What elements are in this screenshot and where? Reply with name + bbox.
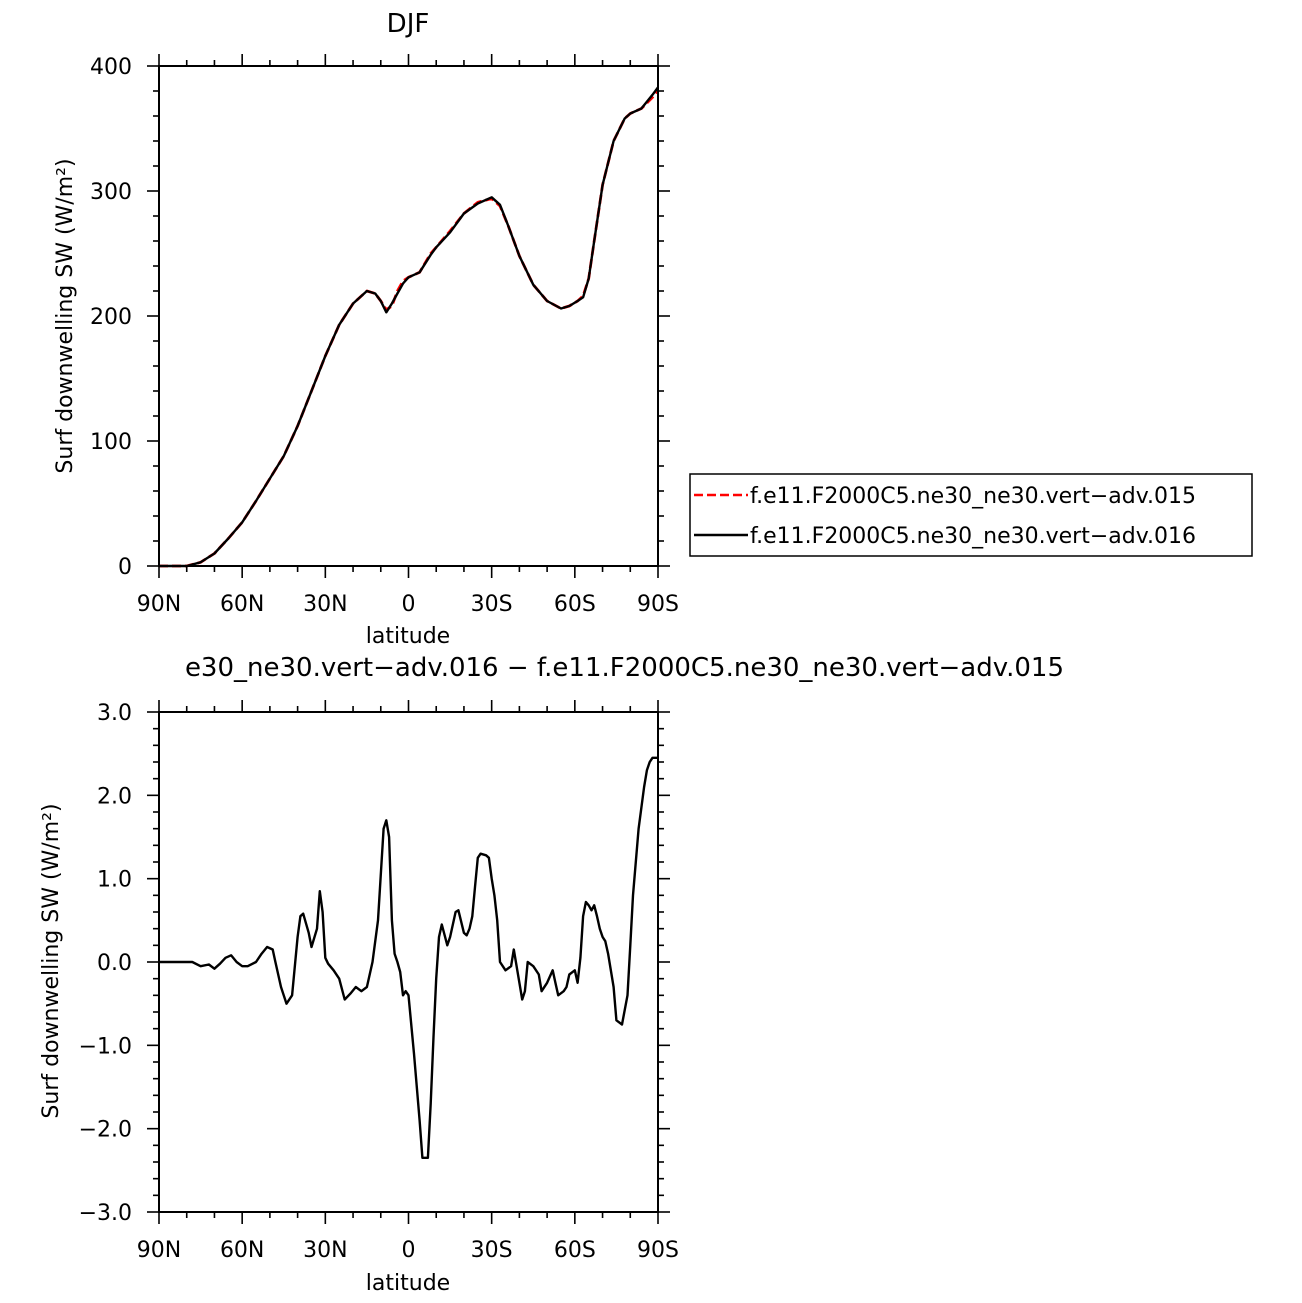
top-chart-title: DJF <box>387 9 430 39</box>
bottom-x-tick-label: 30S <box>471 1238 513 1263</box>
bottom-x-tick-label: 30N <box>303 1238 347 1263</box>
top-y-tick-label: 0 <box>118 555 132 580</box>
top-y-tick-label: 300 <box>90 180 132 205</box>
top-series-line-1 <box>159 86 659 568</box>
bottom-x-tick-label: 90N <box>137 1238 181 1263</box>
bottom-y-tick-label: 2.0 <box>97 784 132 809</box>
legend-box <box>689 473 1253 557</box>
legend-label-015: f.e11.F2000C5.ne30_ne30.vert−adv.015 <box>750 484 1196 509</box>
top-panel: DJF 90N 60N 30N 0 30S 60S 90S 0 100 200 300 400 lat… <box>53 9 679 649</box>
bottom-series-line-0 <box>159 756 658 1160</box>
bottom-y-tick-label: −3.0 <box>79 1201 132 1226</box>
top-plot-frame <box>158 65 659 567</box>
bottom-x-tick-label: 90S <box>637 1238 679 1263</box>
top-y-tick-label: 100 <box>90 430 132 455</box>
bottom-chart-title: e30_ne30.vert−adv.016 − f.e11.F2000C5.ne… <box>185 653 1064 683</box>
bottom-y-tick-label: 3.0 <box>97 701 132 726</box>
top-x-tick-label: 60S <box>554 592 596 617</box>
legend-label-016: f.e11.F2000C5.ne30_ne30.vert−adv.016 <box>750 524 1196 549</box>
bottom-y-tick-label: 1.0 <box>97 868 132 893</box>
top-y-tick-label: 400 <box>90 55 132 80</box>
bottom-x-tick-label: 60N <box>220 1238 264 1263</box>
top-x-axis-label: latitude <box>366 624 450 649</box>
top-x-tick-label: 0 <box>402 592 416 617</box>
bottom-y-tick-label: 0.0 <box>97 951 132 976</box>
top-x-tick-label: 60N <box>220 592 264 617</box>
top-x-tick-label: 90N <box>137 592 181 617</box>
bottom-x-axis-label: latitude <box>366 1271 450 1296</box>
bottom-plot-area: 90N 60N 30N 0 30S 60S 90S −3.0 −2.0 −1.0 0.0 1.0 2.0… <box>79 700 679 1263</box>
top-x-tick-label: 30S <box>471 592 513 617</box>
legend: f.e11.F2000C5.ne30_ne30.vert−adv.015 f.e… <box>689 473 1253 557</box>
top-plot-area: 90N 60N 30N 0 30S 60S 90S 0 100 200 300 400 <box>90 54 679 617</box>
top-series-line-0 <box>159 88 660 568</box>
bottom-y-axis-label: Surf downwelling SW (W/m²) <box>39 803 64 1118</box>
top-y-axis-label: Surf downwelling SW (W/m²) <box>53 158 78 473</box>
bottom-panel: e30_ne30.vert−adv.016 − f.e11.F2000C5.ne… <box>39 653 1064 1296</box>
top-x-tick-label: 90S <box>637 592 679 617</box>
top-x-tick-label: 30N <box>303 592 347 617</box>
bottom-x-tick-label: 60S <box>554 1238 596 1263</box>
bottom-plot-frame <box>158 711 659 1213</box>
bottom-x-tick-label: 0 <box>402 1238 416 1263</box>
bottom-y-tick-label: −1.0 <box>79 1034 132 1059</box>
top-y-tick-label: 200 <box>90 305 132 330</box>
bottom-y-tick-label: −2.0 <box>79 1118 132 1143</box>
